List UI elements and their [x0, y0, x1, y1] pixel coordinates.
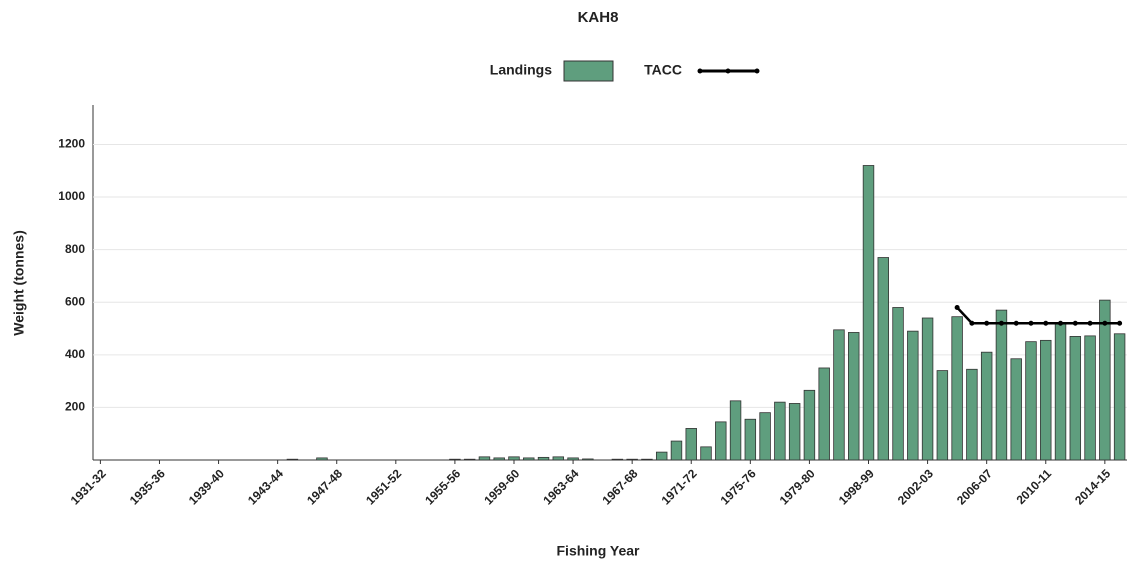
legend-label: TACC: [644, 62, 682, 78]
x-axis-label: Fishing Year: [557, 543, 641, 559]
bar: [803, 389, 816, 461]
legend-line: [697, 68, 760, 74]
bar: [951, 316, 963, 461]
bar: [1069, 336, 1082, 461]
legend-swatch: [563, 60, 614, 82]
x-tick-label: 1975-76: [718, 466, 759, 507]
grid: [93, 143, 1127, 408]
bar: [537, 456, 550, 461]
y-tick-label: 1200: [58, 137, 85, 151]
tacc-marker: [998, 320, 1004, 326]
bar: [1010, 358, 1022, 461]
x-tick-label: 1935-36: [127, 466, 168, 507]
tacc-marker: [984, 320, 990, 326]
tacc-marker: [1072, 320, 1078, 326]
y-tick-label: 200: [65, 400, 85, 414]
x-tick-label: 1998-99: [836, 466, 877, 507]
bar: [523, 457, 535, 461]
legend-marker: [697, 68, 703, 74]
bar: [1099, 299, 1111, 461]
tacc-marker: [1117, 320, 1123, 326]
bar: [1054, 322, 1067, 461]
bar: [995, 309, 1008, 461]
bar: [862, 165, 875, 461]
tacc-marker: [969, 320, 975, 326]
y-tick-label: 400: [65, 347, 85, 361]
x-tick-label: 1967-68: [599, 466, 640, 507]
bar: [611, 458, 624, 461]
bar: [641, 458, 653, 461]
x-tick-label: 1979-80: [777, 466, 818, 507]
x-tick-label: 1951-52: [363, 466, 404, 507]
bar: [286, 458, 299, 461]
bar: [921, 317, 934, 461]
y-tick-label: 800: [65, 242, 85, 256]
tacc-marker: [1102, 320, 1108, 326]
tacc-marker: [1028, 320, 1034, 326]
bar: [833, 329, 845, 461]
bar: [552, 456, 565, 461]
bar: [316, 457, 328, 461]
bar: [1025, 341, 1037, 461]
x-tick-label: 1931-32: [68, 466, 109, 507]
bar: [700, 446, 712, 461]
legend-marker: [754, 68, 760, 74]
bar: [582, 458, 594, 461]
x-tick-label: 1955-56: [422, 466, 463, 507]
bar: [980, 351, 993, 461]
bar: [493, 457, 505, 461]
bar: [655, 451, 668, 461]
bar: [1040, 339, 1052, 461]
x-tick-label: 1947-48: [304, 466, 345, 507]
bar: [1113, 333, 1126, 461]
x-tick-label: 1939-40: [186, 466, 227, 507]
bar: [685, 428, 697, 461]
bar: [1084, 335, 1096, 461]
tacc-marker: [1043, 320, 1049, 326]
bar: [936, 370, 949, 461]
bar: [774, 401, 786, 461]
y-tick-label: 1000: [58, 189, 85, 203]
tacc-line: [956, 306, 1120, 325]
bar: [463, 458, 476, 461]
bar: [759, 412, 771, 461]
tacc-marker: [954, 304, 960, 310]
bar: [729, 400, 742, 461]
bar: [744, 418, 757, 461]
bar: [788, 403, 801, 461]
bar: [715, 421, 727, 461]
x-tick-label: 1971-72: [659, 466, 700, 507]
y-axis-label: Weight (tonnes): [11, 230, 27, 336]
bar: [567, 457, 579, 461]
bar: [508, 456, 520, 461]
bar: [907, 330, 919, 461]
bar: [877, 257, 889, 461]
legend-label: Landings: [490, 62, 552, 78]
x-tick-label: 1943-44: [245, 466, 286, 507]
x-tick-label: 2002-03: [895, 466, 936, 507]
tacc-marker: [1013, 320, 1019, 326]
bar: [966, 368, 978, 461]
bar: [892, 307, 904, 461]
x-tick-label: 2010-11: [1014, 466, 1055, 507]
tacc-marker: [1058, 320, 1064, 326]
x-tick-label: 2014-15: [1072, 466, 1113, 507]
y-tick-label: 600: [65, 294, 85, 308]
x-tick-label: 1959-60: [481, 466, 522, 507]
x-tick-label: 1963-64: [540, 466, 581, 507]
tacc-marker: [1087, 320, 1093, 326]
bar: [449, 458, 461, 461]
bar: [818, 367, 830, 461]
bar: [478, 456, 491, 461]
bar: [670, 440, 683, 461]
x-tick-label: 2006-07: [954, 466, 995, 507]
bar: [626, 458, 638, 461]
legend-marker: [725, 68, 731, 74]
chart-title: KAH8: [578, 9, 619, 26]
bar: [848, 332, 860, 461]
